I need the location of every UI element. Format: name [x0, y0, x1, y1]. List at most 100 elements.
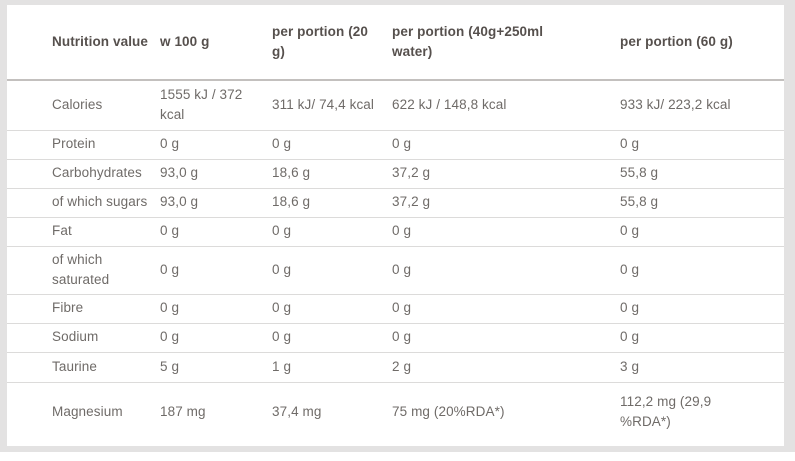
cell-value: 1555 kJ / 372 kcal — [160, 87, 243, 123]
value-cell-per-portion-20g: 311 kJ/ 74,4 kcal — [272, 80, 392, 130]
cell-value: 0 g — [272, 261, 292, 277]
value-cell-per-100g: 187 mg — [160, 381, 272, 442]
value-cell-per-portion-60g: 0 g — [620, 245, 784, 294]
cell-value: 18,6 g — [272, 165, 311, 181]
cell-value: 0 g — [160, 223, 180, 239]
value-cell-per-100g: 0 g — [160, 129, 272, 159]
nutrition-card: Nutrition value w 100 g per portion (20 … — [7, 5, 784, 446]
cell-value: 55,8 g — [620, 194, 659, 210]
row-label-cell: Fibre — [7, 293, 160, 323]
value-cell-per-portion-40g-water: 75 mg (20%RDA*) — [392, 381, 620, 442]
column-header-per-100g: w 100 g — [160, 5, 272, 81]
value-cell-per-100g: 0 g — [160, 322, 272, 352]
value-cell-per-100g: 0 g — [160, 216, 272, 246]
cell-value: 0 g — [392, 136, 412, 152]
value-cell-per-portion-20g: 1 g — [272, 351, 392, 382]
row-label: Protein — [52, 136, 96, 152]
value-cell-per-portion-40g-water: 37,2 g — [392, 187, 620, 217]
value-cell-per-portion-20g: 0 g — [272, 129, 392, 159]
value-cell-per-100g: 0 g — [160, 293, 272, 323]
cell-value: 37,2 g — [392, 165, 431, 181]
value-cell-per-portion-60g: 0 g — [620, 322, 784, 352]
cell-value: 0 g — [160, 136, 180, 152]
column-header-label: per portion (20 g) — [272, 23, 369, 59]
value-cell-per-portion-60g: 55,8 g — [620, 158, 784, 188]
table-row: Sodium 0 g 0 g 0 g 0 g — [7, 322, 784, 352]
cell-value: 0 g — [620, 329, 640, 345]
value-cell-per-portion-20g: 18,6 g — [272, 158, 392, 188]
cell-value: 2 g — [392, 358, 412, 374]
cell-value: 93,0 g — [160, 194, 199, 210]
cell-value: 311 kJ/ 74,4 kcal — [272, 97, 375, 113]
table-row: Carbohydrates 93,0 g 18,6 g 37,2 g 55,8 … — [7, 158, 784, 188]
row-label: Taurine — [52, 358, 97, 374]
cell-value: 0 g — [620, 223, 640, 239]
value-cell-per-portion-60g: 933 kJ/ 223,2 kcal — [620, 80, 784, 130]
column-header-per-portion-20g: per portion (20 g) — [272, 5, 392, 81]
row-label-cell: Fat — [7, 216, 160, 246]
value-cell-per-100g: 0 g — [160, 245, 272, 294]
row-label-cell: of which sugars — [7, 187, 160, 217]
value-cell-per-portion-40g-water: 0 g — [392, 293, 620, 323]
cell-value: 37,2 g — [392, 194, 431, 210]
row-label: Magnesium — [52, 404, 123, 420]
value-cell-per-100g: 1555 kJ / 372 kcal — [160, 80, 272, 130]
value-cell-per-portion-60g: 55,8 g — [620, 187, 784, 217]
row-label-cell: Protein — [7, 129, 160, 159]
cell-value: 0 g — [272, 136, 292, 152]
row-label-cell: Calories — [7, 80, 160, 130]
value-cell-per-portion-40g-water: 37,2 g — [392, 158, 620, 188]
table-row: Fat 0 g 0 g 0 g 0 g — [7, 216, 784, 246]
table-row: Fibre 0 g 0 g 0 g 0 g — [7, 293, 784, 323]
row-label: Calories — [52, 97, 103, 113]
cell-value: 0 g — [160, 329, 180, 345]
row-label-cell: of which saturated — [7, 245, 160, 294]
cell-value: 0 g — [620, 300, 640, 316]
column-header-label: w 100 g — [160, 33, 210, 49]
cell-value: 0 g — [272, 223, 292, 239]
value-cell-per-portion-40g-water: 0 g — [392, 216, 620, 246]
table-row: Protein 0 g 0 g 0 g 0 g — [7, 129, 784, 159]
column-header-label: Nutrition value — [52, 33, 149, 49]
cell-value: 112,2 mg (29,9 %RDA*) — [620, 394, 712, 430]
cell-value: 75 mg (20%RDA*) — [392, 404, 505, 420]
cell-value: 622 kJ / 148,8 kcal — [392, 97, 507, 113]
cell-value: 933 kJ/ 223,2 kcal — [620, 97, 731, 113]
cell-value: 0 g — [620, 136, 640, 152]
value-cell-per-portion-60g: 0 g — [620, 129, 784, 159]
value-cell-per-portion-40g-water: 0 g — [392, 322, 620, 352]
cell-value: 0 g — [272, 329, 292, 345]
cell-value: 93,0 g — [160, 165, 199, 181]
cell-value: 0 g — [272, 300, 292, 316]
nutrition-table: Nutrition value w 100 g per portion (20 … — [7, 5, 784, 442]
value-cell-per-portion-40g-water: 0 g — [392, 129, 620, 159]
table-row: Calories 1555 kJ / 372 kcal 311 kJ/ 74,4… — [7, 80, 784, 130]
value-cell-per-portion-60g: 0 g — [620, 293, 784, 323]
cell-value: 187 mg — [160, 404, 206, 420]
value-cell-per-portion-20g: 0 g — [272, 245, 392, 294]
row-label: Sodium — [52, 329, 99, 345]
row-label-cell: Taurine — [7, 351, 160, 382]
value-cell-per-100g: 5 g — [160, 351, 272, 382]
table-row: of which saturated 0 g 0 g 0 g 0 g — [7, 245, 784, 294]
cell-value: 1 g — [272, 358, 292, 374]
value-cell-per-portion-40g-water: 2 g — [392, 351, 620, 382]
cell-value: 0 g — [392, 261, 412, 277]
value-cell-per-portion-60g: 0 g — [620, 216, 784, 246]
column-header-label: per portion (40g+250ml water) — [392, 23, 544, 59]
row-label: of which saturated — [52, 251, 110, 287]
row-label-cell: Magnesium — [7, 381, 160, 442]
cell-value: 0 g — [160, 261, 180, 277]
cell-value: 0 g — [392, 329, 412, 345]
cell-value: 5 g — [160, 358, 180, 374]
row-label: Fibre — [52, 300, 84, 316]
value-cell-per-portion-40g-water: 622 kJ / 148,8 kcal — [392, 80, 620, 130]
value-cell-per-100g: 93,0 g — [160, 158, 272, 188]
cell-value: 3 g — [620, 358, 640, 374]
cell-value: 0 g — [392, 300, 412, 316]
table-row: of which sugars 93,0 g 18,6 g 37,2 g 55,… — [7, 187, 784, 217]
column-header-label: per portion (60 g) — [620, 33, 733, 49]
row-label: Carbohydrates — [52, 165, 142, 181]
column-header-nutrition-value: Nutrition value — [7, 5, 160, 81]
